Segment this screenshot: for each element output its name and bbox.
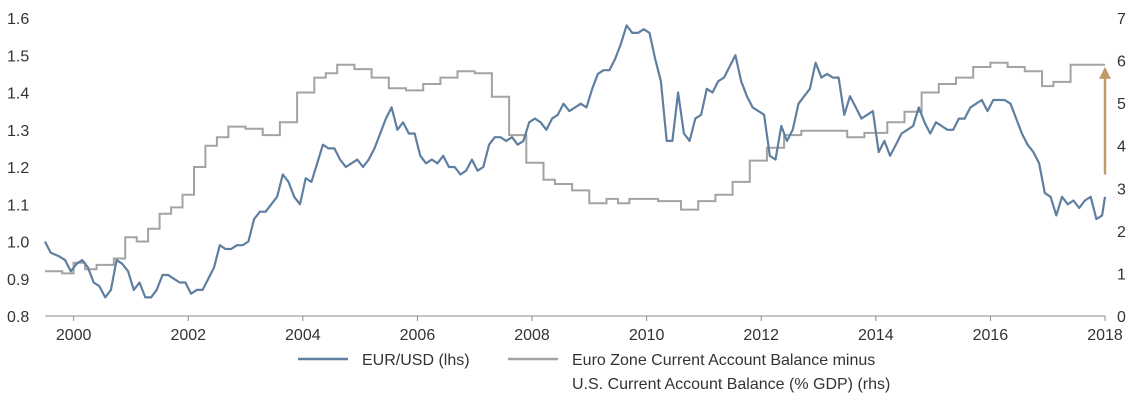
x-tick-label: 2010 — [629, 327, 665, 344]
left-tick-label: 1.6 — [7, 11, 29, 28]
x-tick-label: 2012 — [743, 327, 779, 344]
x-tick-label: 2002 — [170, 327, 206, 344]
arrow-head — [1099, 66, 1111, 79]
left-tick-label: 1.5 — [7, 48, 29, 65]
right-tick-label: 5 — [1117, 96, 1126, 113]
right-axis-ticks: 0 1 2 3 4 5 6 7 — [1117, 11, 1126, 326]
legend-label-eurusd: EUR/USD (lhs) — [362, 352, 470, 369]
left-tick-label: 1.1 — [7, 197, 29, 214]
x-axis-ticks: 2000 2002 2004 2006 2008 2010 2012 2014 2016 2018 — [56, 316, 1123, 344]
left-axis-ticks: 0.8 0.9 1.0 1.1 1.2 1.3 1.4 1.5 1.6 — [7, 11, 29, 326]
series-line-eurusd — [44, 24, 1107, 299]
legend-label-current-account-line2: U.S. Current Account Balance (% GDP) (rh… — [572, 376, 890, 393]
right-tick-label: 3 — [1117, 181, 1126, 198]
right-tick-label: 7 — [1117, 11, 1126, 28]
x-tick-label: 2008 — [514, 327, 550, 344]
right-tick-label: 6 — [1117, 54, 1126, 71]
x-tick-label: 2000 — [56, 327, 92, 344]
x-tick-label: 2004 — [285, 327, 321, 344]
series-line-current-account-balance — [45, 61, 1105, 275]
x-tick-label: 2006 — [400, 327, 436, 344]
right-tick-label: 4 — [1117, 139, 1126, 156]
legend: EUR/USD (lhs) Euro Zone Current Account … — [298, 352, 890, 393]
x-tick-label: 2014 — [858, 327, 894, 344]
legend-label-current-account-line1: Euro Zone Current Account Balance minus — [572, 352, 875, 369]
x-tick-label: 2018 — [1087, 327, 1123, 344]
right-tick-label: 0 — [1117, 309, 1126, 326]
left-tick-label: 1.3 — [7, 123, 29, 140]
left-tick-label: 1.0 — [7, 235, 29, 252]
right-tick-label: 2 — [1117, 224, 1126, 241]
left-tick-label: 1.4 — [7, 86, 29, 103]
left-tick-label: 0.9 — [7, 272, 29, 289]
x-tick-label: 2016 — [973, 327, 1009, 344]
upward-arrow-annotation — [1099, 66, 1111, 175]
right-tick-label: 1 — [1117, 266, 1126, 283]
left-tick-label: 0.8 — [7, 309, 29, 326]
left-tick-label: 1.2 — [7, 160, 29, 177]
